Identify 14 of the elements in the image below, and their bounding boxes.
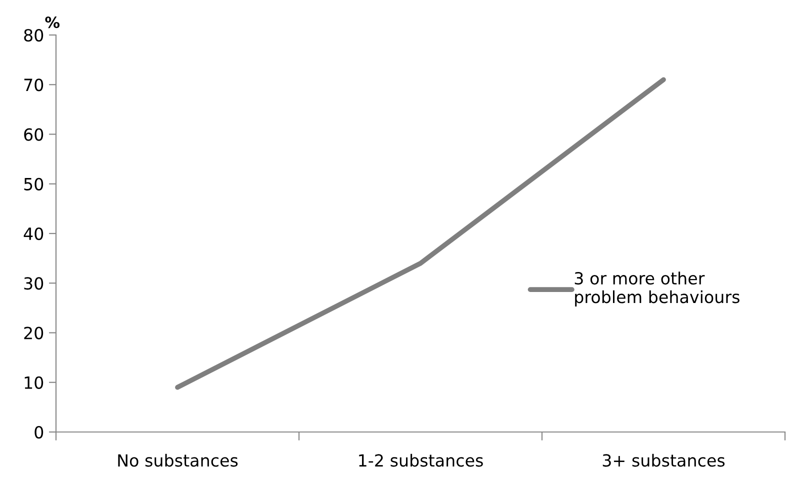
y-tick-label: 50 (24, 178, 44, 190)
x-tick-label: No substances (118, 454, 238, 467)
y-tick-label: 0 (34, 426, 44, 439)
x-tick-label: 3+ substances (602, 454, 725, 467)
y-tick-label: 80 (24, 28, 44, 42)
y-tick-label: 60 (24, 128, 44, 141)
y-axis-title: % (45, 16, 60, 28)
x-tick-label: 1-2 substances (359, 454, 483, 467)
y-tick-label: 30 (24, 277, 44, 290)
legend-label: 3 or more other problem behaviours (574, 272, 740, 306)
y-tick-label: 20 (24, 326, 44, 340)
y-tick-label: 40 (24, 227, 44, 240)
y-tick-label: 70 (24, 78, 44, 92)
y-tick-label: 10 (24, 376, 44, 389)
